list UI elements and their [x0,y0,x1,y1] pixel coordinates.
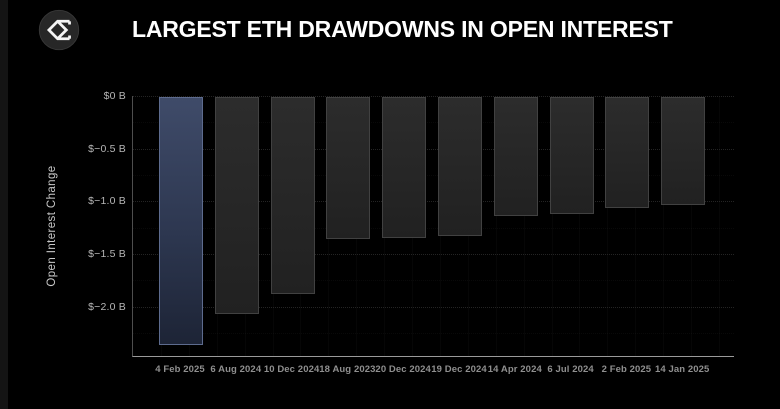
bar-10-dec-2024[interactable] [270,97,315,294]
y-tick-label: $−1.0 B [88,195,126,208]
bar-19-dec-2024[interactable] [438,97,482,236]
plot-area [132,96,734,357]
x-tick-label: 2 Feb 2025 [601,364,652,375]
x-tick-label: 4 Feb 2025 [155,364,205,375]
gridline-1.0 [133,201,734,203]
y-tick-label: $−1.5 B [88,247,126,260]
x-tick-label: 10 Dec 2024 [263,364,320,375]
x-tick-label: 14 Jan 2025 [654,364,710,375]
vertical-gridline [719,96,720,356]
bar-2-feb-2025[interactable] [605,97,650,208]
gridline-0 [133,96,734,97]
gridline-1.5 [133,253,734,255]
gridline-2.0 [133,306,734,308]
bar-6-aug-2024[interactable] [214,97,259,314]
x-tick-label: 14 Apr 2024 [487,364,542,375]
bar-18-aug-2023[interactable] [326,97,371,240]
bar-20-dec-2024[interactable] [382,97,427,239]
bar-6-jul-2024[interactable] [549,97,594,214]
bar-14-jan-2025[interactable] [661,97,706,206]
y-axis-title: Open Interest Change [46,165,58,287]
x-tick-label: 20 Dec 2024 [375,364,431,375]
y-tick-label: $−2.0 B [88,300,126,313]
minor-gridline [133,333,734,334]
x-tick-label: 6 Aug 2024 [210,364,262,375]
bar-4-feb-2025[interactable] [159,97,203,346]
bar-14-apr-2024[interactable] [493,97,538,216]
x-tick-label: 6 Jul 2024 [547,364,594,375]
x-tick-label: 18 Aug 2023 [319,364,376,375]
y-tick-label: $0 B [103,90,126,102]
sigma-diamond-icon [37,8,81,52]
left-edge-strip [0,0,8,409]
page-title: LARGEST ETH DRAWDOWNS IN OPEN INTEREST [132,16,673,42]
y-tick-label: $−0.5 B [88,142,126,155]
x-tick-label: 19 Dec 2024 [431,364,487,375]
gridline-0.5 [133,148,734,150]
